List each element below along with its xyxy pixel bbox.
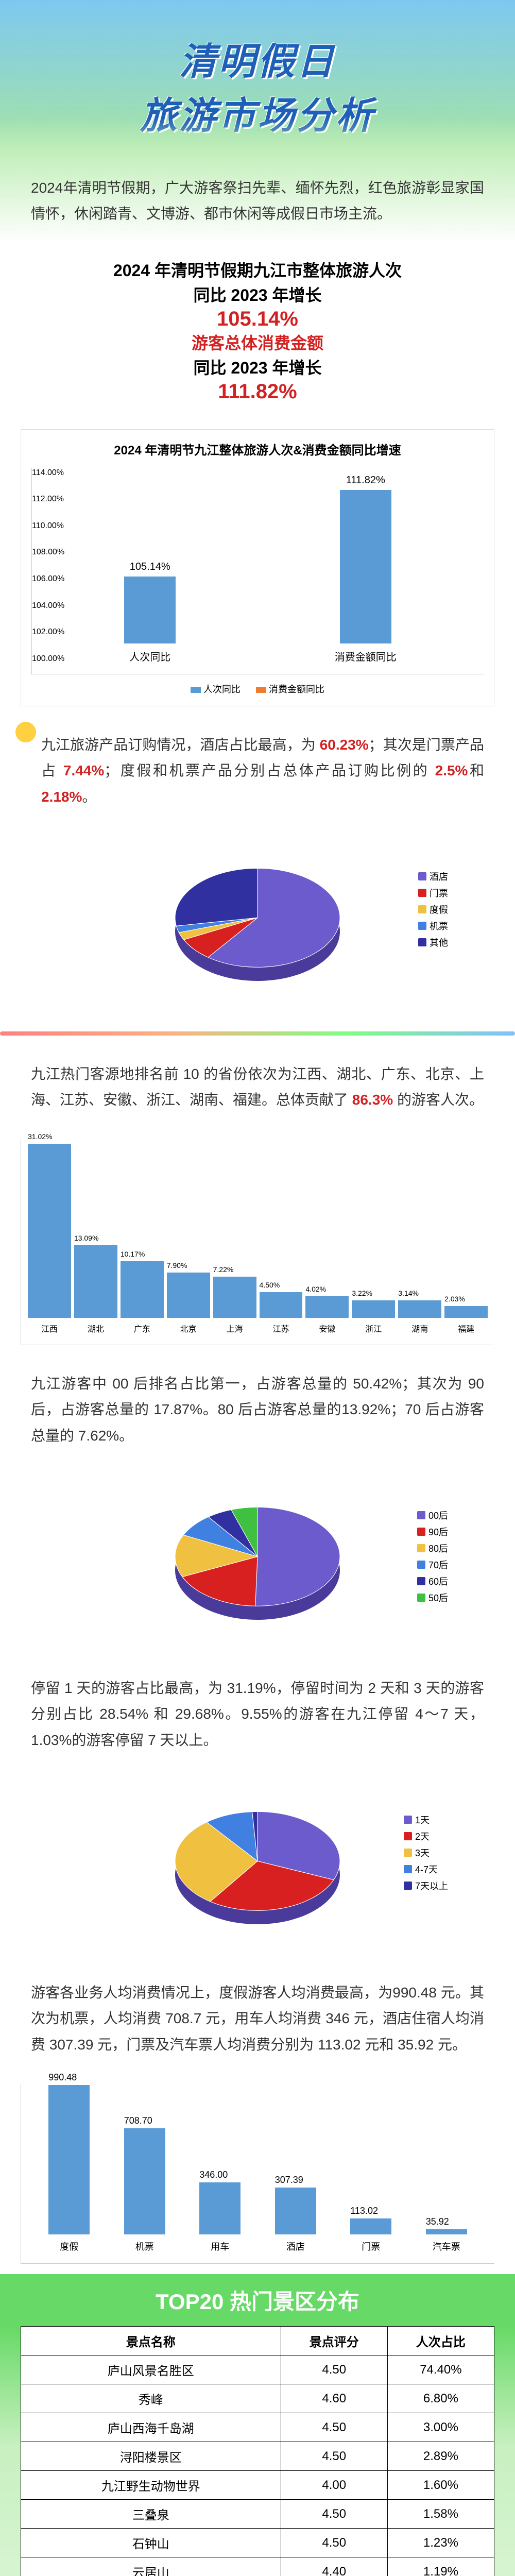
title-line1: 清明假日 (10, 31, 505, 85)
stats-header: 2024 年清明节假期九江市整体旅游人次 同比 2023 年增长 105.14%… (0, 243, 515, 419)
intro-text: 2024年清明节假期，广大游客祭扫先辈、缅怀先烈，红色旅游彰显家国情怀，休闲踏青… (31, 175, 484, 227)
chart1-title: 2024 年清明节九江整体旅游人次&消费金额同比增速 (31, 440, 484, 458)
stats-line2: 同比 2023 年增长 (21, 283, 494, 308)
chart6-container: 990.48度假708.70机票346.00用车307.39酒店113.02门票… (0, 2073, 515, 2274)
section3-text: 九江热门客源地排名前 10 的省份依次为江西、湖北、广东、北京、上海、江苏、安徽… (0, 1046, 515, 1129)
pie2-container: 00后90后80后70后60后50后 (0, 1464, 515, 1660)
stats-value1: 105.14% (21, 308, 494, 331)
stats-line3: 游客总体消费金额 (21, 331, 494, 355)
chart6-bars: 990.48度假708.70机票346.00用车307.39酒店113.02门票… (21, 2083, 494, 2264)
section5-text: 停留 1 天的游客占比最高，为 31.19%，停留时间为 2 天和 3 天的游客… (0, 1660, 515, 1769)
chart1-legend: 人次同比消费金额同比 (31, 682, 484, 696)
intro-section: 2024年清明节假期，广大游客祭扫先辈、缅怀先烈，红色旅游彰显家国情怀，休闲踏青… (0, 160, 515, 243)
pie3-container: 1天2天3天4-7天7天以上 (0, 1769, 515, 1964)
stats-value2: 111.82% (21, 380, 494, 403)
pie2-chart (129, 1480, 386, 1645)
stats-line1: 2024 年清明节假期九江市整体旅游人次 (21, 258, 494, 283)
top20-title: TOP20 热门景区分布 (0, 2274, 515, 2326)
pie1-legend: 酒店门票度假机票其他 (418, 867, 448, 952)
chart3-container: 31.02%江西13.09%湖北10.17%广东7.90%北京7.22%上海4.… (0, 1129, 515, 1355)
top20-table-container: 景点名称景点评分人次占比庐山风景名胜区4.5074.40%秀峰4.606.80%… (0, 2326, 515, 2576)
chart3-bars: 31.02%江西13.09%湖北10.17%广东7.90%北京7.22%上海4.… (21, 1139, 494, 1345)
pie2-legend: 00后90后80后70后60后50后 (417, 1505, 448, 1607)
section4-text: 九江游客中 00 后排名占比第一，占游客总量的 50.42%；其次为 90 后，… (0, 1355, 515, 1464)
pie1-container: 酒店门票度假机票其他 (0, 825, 515, 1021)
pie1-chart (129, 841, 386, 1006)
top20-table: 景点名称景点评分人次占比庐山风景名胜区4.5074.40%秀峰4.606.80%… (21, 2326, 494, 2576)
section2-text: 九江旅游产品订购情况，酒店占比最高，为 60.23%；其次是门票产品占 7.44… (10, 717, 515, 825)
chart1-bars: 100.00%102.00%104.00%106.00%108.00%110.0… (31, 468, 484, 674)
pie3-chart (129, 1784, 386, 1949)
section6-text: 游客各业务人均消费情况上，度假游客人均消费最高，为990.48 元。其次为机票，… (0, 1964, 515, 2073)
decoration-circle-icon (15, 722, 36, 742)
stats-line4: 同比 2023 年增长 (21, 355, 494, 380)
header-banner: 清明假日 旅游市场分析 (0, 0, 515, 160)
divider-line (0, 1031, 515, 1036)
chart1-container: 2024 年清明节九江整体旅游人次&消费金额同比增速 100.00%102.00… (0, 419, 515, 717)
pie3-legend: 1天2天3天4-7天7天以上 (404, 1810, 448, 1895)
